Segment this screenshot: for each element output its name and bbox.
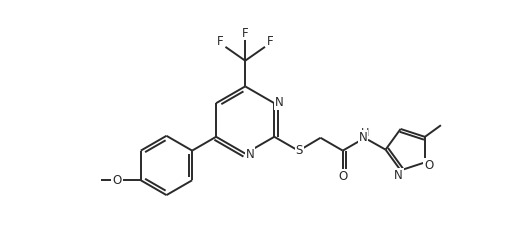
Text: S: S <box>296 144 303 157</box>
Text: N: N <box>394 169 403 182</box>
Text: F: F <box>242 26 248 40</box>
Text: F: F <box>267 35 273 48</box>
Text: N: N <box>275 96 284 109</box>
Text: O: O <box>424 159 433 172</box>
Text: O: O <box>338 170 347 183</box>
Text: O: O <box>113 174 122 187</box>
Text: H: H <box>361 128 369 138</box>
Text: N: N <box>359 131 368 144</box>
Text: F: F <box>217 35 224 48</box>
Text: N: N <box>246 148 255 161</box>
